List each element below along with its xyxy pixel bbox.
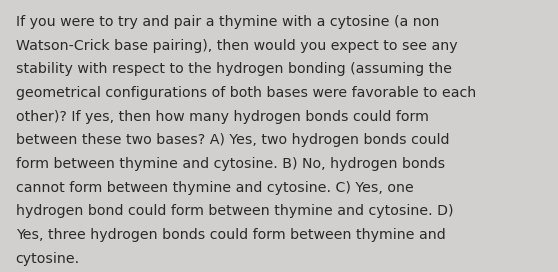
Text: Watson-Crick base pairing), then would you expect to see any: Watson-Crick base pairing), then would y… [16,39,457,52]
Text: hydrogen bond could form between thymine and cytosine. D): hydrogen bond could form between thymine… [16,204,453,218]
Text: geometrical configurations of both bases were favorable to each: geometrical configurations of both bases… [16,86,476,100]
Text: If you were to try and pair a thymine with a cytosine (a non: If you were to try and pair a thymine wi… [16,15,439,29]
Text: between these two bases? A) Yes, two hydrogen bonds could: between these two bases? A) Yes, two hyd… [16,133,449,147]
Text: other)? If yes, then how many hydrogen bonds could form: other)? If yes, then how many hydrogen b… [16,110,429,123]
Text: cytosine.: cytosine. [16,252,80,265]
Text: cannot form between thymine and cytosine. C) Yes, one: cannot form between thymine and cytosine… [16,181,413,194]
Text: form between thymine and cytosine. B) No, hydrogen bonds: form between thymine and cytosine. B) No… [16,157,445,171]
Text: stability with respect to the hydrogen bonding (assuming the: stability with respect to the hydrogen b… [16,62,451,76]
Text: Yes, three hydrogen bonds could form between thymine and: Yes, three hydrogen bonds could form bet… [16,228,445,242]
